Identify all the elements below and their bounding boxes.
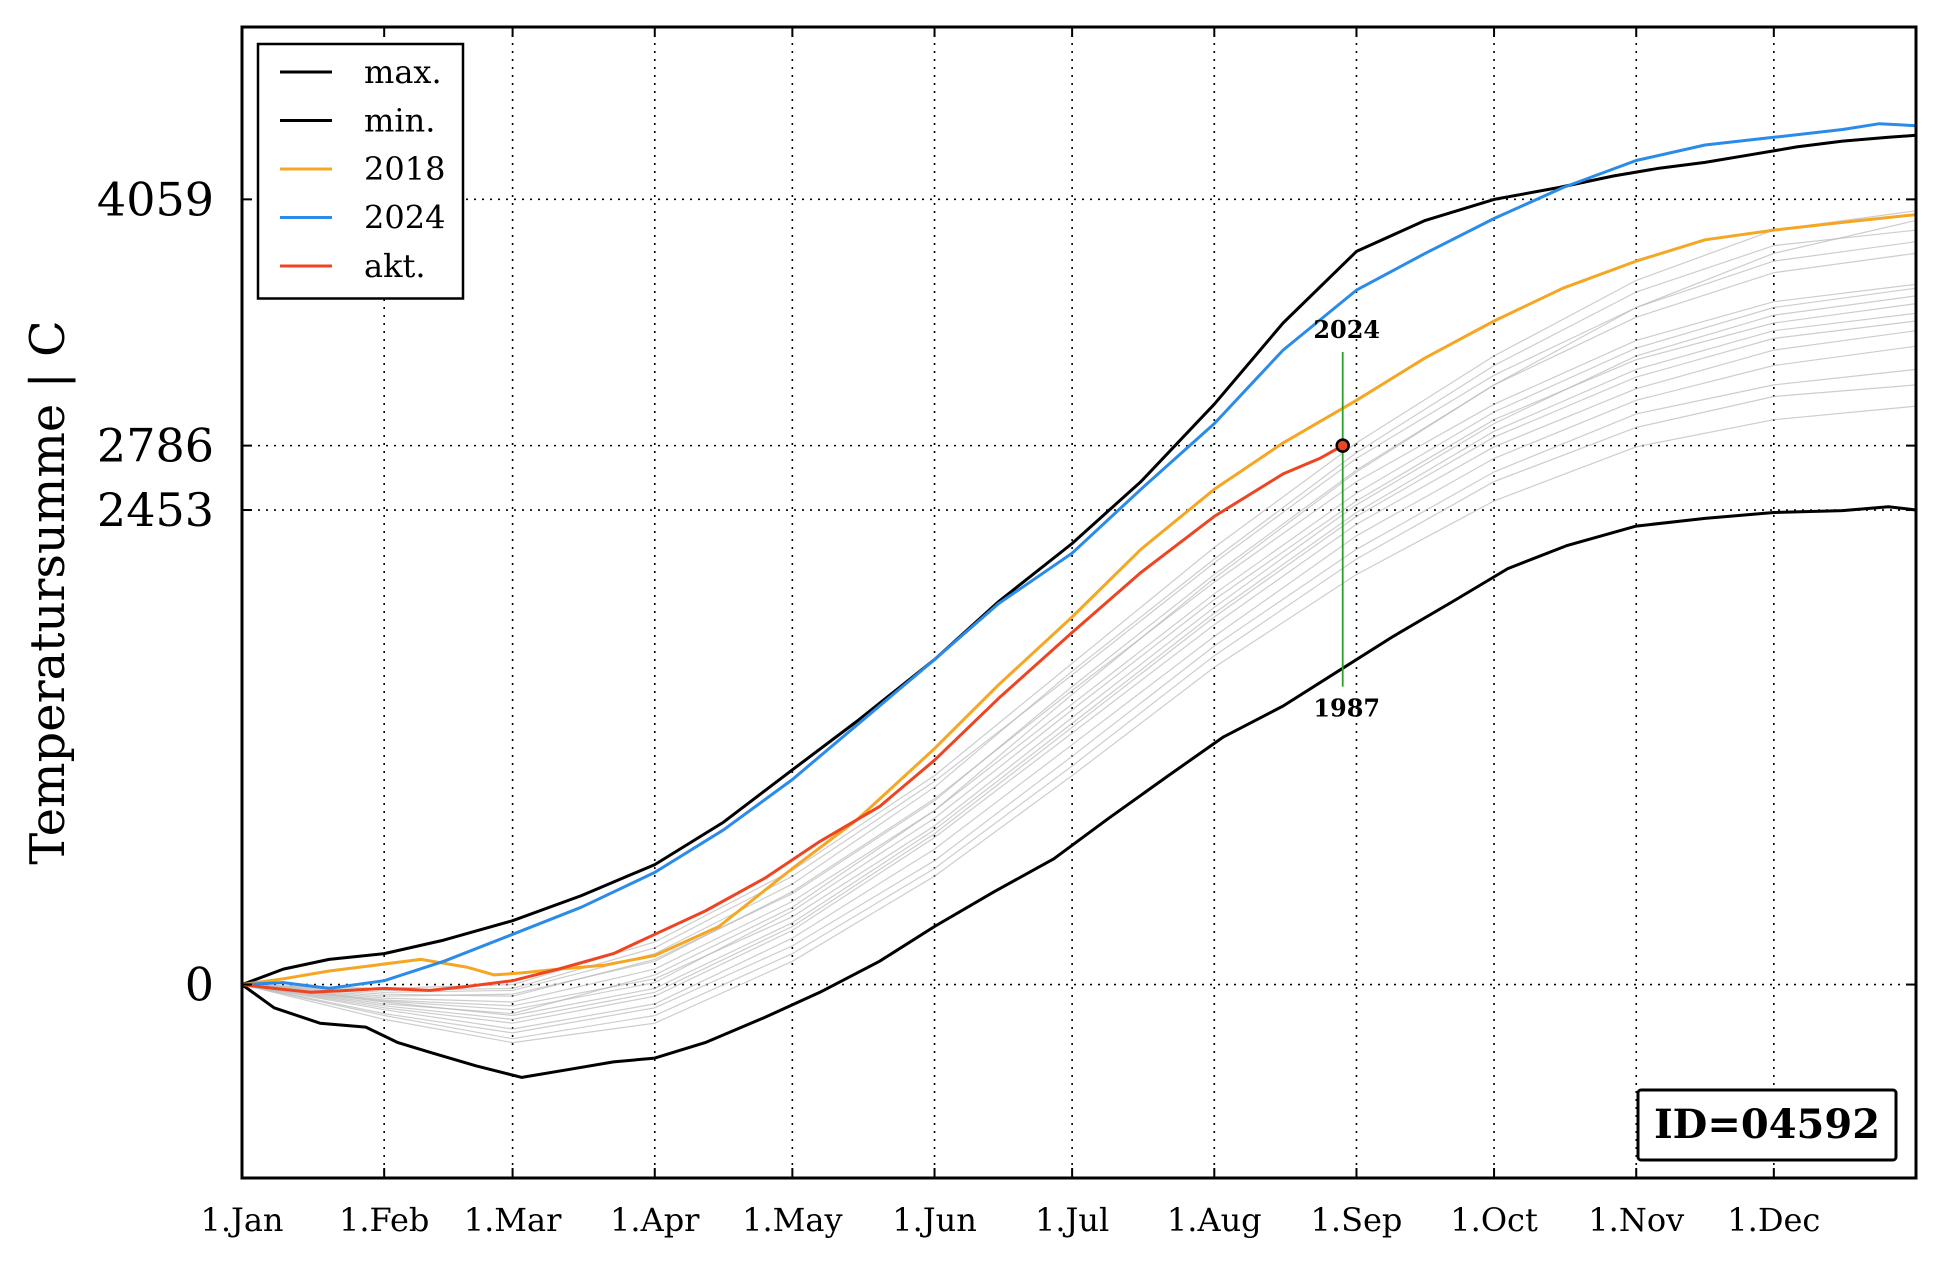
x-tick-label: 1.Feb <box>339 1201 429 1239</box>
station-id-box: ID=04592 <box>1636 1088 1898 1162</box>
legend-label: 2024 <box>364 199 445 237</box>
legend-label: 2018 <box>364 150 445 188</box>
x-tick-label: 1.Aug <box>1167 1201 1262 1239</box>
annotation-1987: 1987 <box>1313 694 1380 723</box>
historical-year-line <box>241 368 1917 1034</box>
x-tick-label: 1.Jul <box>1035 1201 1109 1239</box>
y-tick-label: 0 <box>185 958 214 1012</box>
y-tick-label: 4059 <box>97 172 214 226</box>
series-lines <box>241 122 1917 1079</box>
historical-year-line <box>241 229 1917 993</box>
series-line-min <box>241 505 1917 1079</box>
y-axis-label: Temperatursumme | C <box>20 320 76 864</box>
x-tick-label: 1.May <box>742 1201 842 1239</box>
x-axis: 1.Jan 1.Feb 1.Mar 1.Apr 1.May 1.Jun 1.Jul 1.Aug… <box>200 27 1820 1239</box>
historical-year-line <box>241 303 1917 1011</box>
x-tick-label: 1.Dec <box>1727 1201 1820 1239</box>
legend-label: akt. <box>364 247 426 285</box>
legend: max. min. 2018 2024 akt. <box>256 42 465 300</box>
x-tick-label: 1.Mar <box>464 1201 562 1239</box>
historical-year-line <box>241 330 1917 1024</box>
historical-year-line <box>241 345 1917 1030</box>
legend-label: min. <box>364 102 435 140</box>
historical-year-line <box>241 320 1917 1021</box>
x-tick-label: 1.Nov <box>1588 1201 1684 1239</box>
historical-year-line <box>241 210 1917 990</box>
historical-year-line <box>241 287 1917 1003</box>
historical-year-line <box>241 295 1917 1007</box>
historical-years <box>241 210 1917 1044</box>
historical-year-line <box>241 312 1917 1017</box>
historical-year-line <box>241 283 1917 997</box>
y-axis: 0 2453 2786 4059 <box>97 172 1916 1012</box>
series-line-2018 <box>241 213 1917 987</box>
x-tick-label: 1.Jan <box>200 1201 283 1239</box>
legend-label: max. <box>364 53 442 91</box>
series-line-2024 <box>241 122 1917 990</box>
station-id: ID=04592 <box>1654 1101 1880 1148</box>
x-tick-label: 1.Apr <box>610 1201 700 1239</box>
x-tick-label: 1.Sep <box>1311 1201 1403 1239</box>
current-marker: 2024 1987 <box>1313 315 1380 723</box>
plot-frame <box>240 25 1918 1180</box>
legend-box <box>256 42 465 300</box>
series-line-max <box>241 133 1917 987</box>
current-point <box>1335 438 1350 453</box>
historical-year-line <box>241 241 1917 992</box>
x-tick-label: 1.Oct <box>1450 1201 1538 1239</box>
historical-year-line <box>241 405 1917 1044</box>
y-tick-label: 2453 <box>97 483 214 537</box>
annotation-2024: 2024 <box>1313 315 1380 344</box>
x-tick-label: 1.Jun <box>892 1201 977 1239</box>
historical-year-line <box>241 252 1917 997</box>
series-line-akt <box>241 444 1344 994</box>
historical-year-line <box>241 384 1917 1040</box>
y-tick-label: 2786 <box>97 419 214 473</box>
